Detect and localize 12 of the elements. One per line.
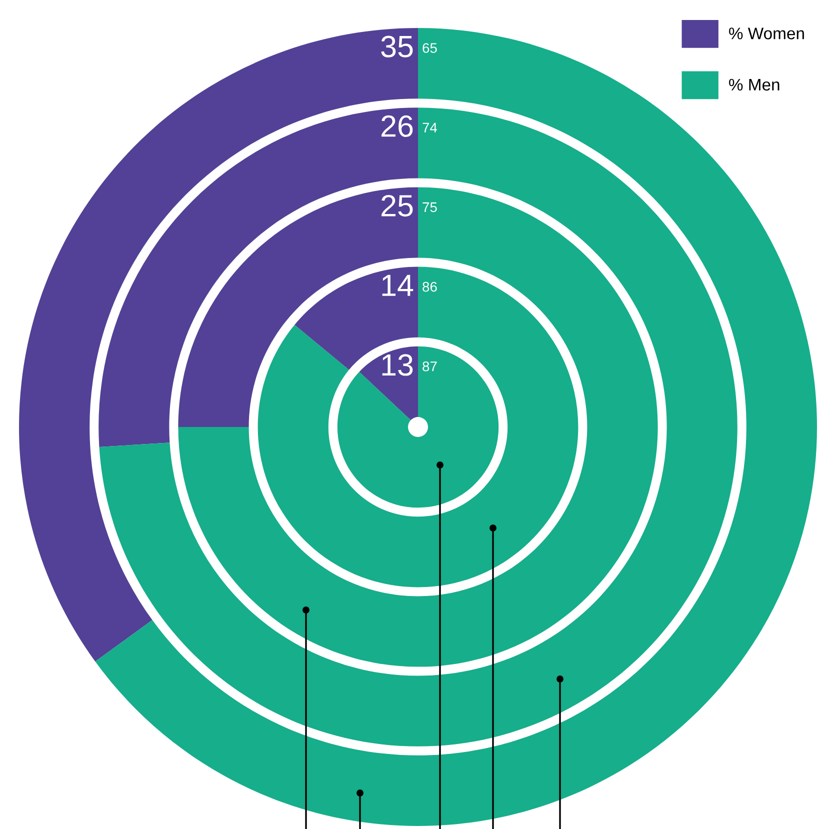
legend-label: % Men (729, 78, 780, 91)
data-label: 87 (422, 361, 437, 372)
legend-label: % Women (729, 28, 804, 40)
data-label: 26 (382, 115, 413, 137)
data-label: 74 (422, 122, 438, 132)
data-label: 35 (381, 36, 413, 58)
data-label: 65 (422, 43, 437, 53)
data-label: 25 (382, 194, 413, 217)
data-label: 14 (382, 274, 414, 296)
data-label: 13 (382, 354, 413, 376)
data-label: 86 (422, 282, 437, 292)
data-label: 75 (422, 202, 437, 212)
